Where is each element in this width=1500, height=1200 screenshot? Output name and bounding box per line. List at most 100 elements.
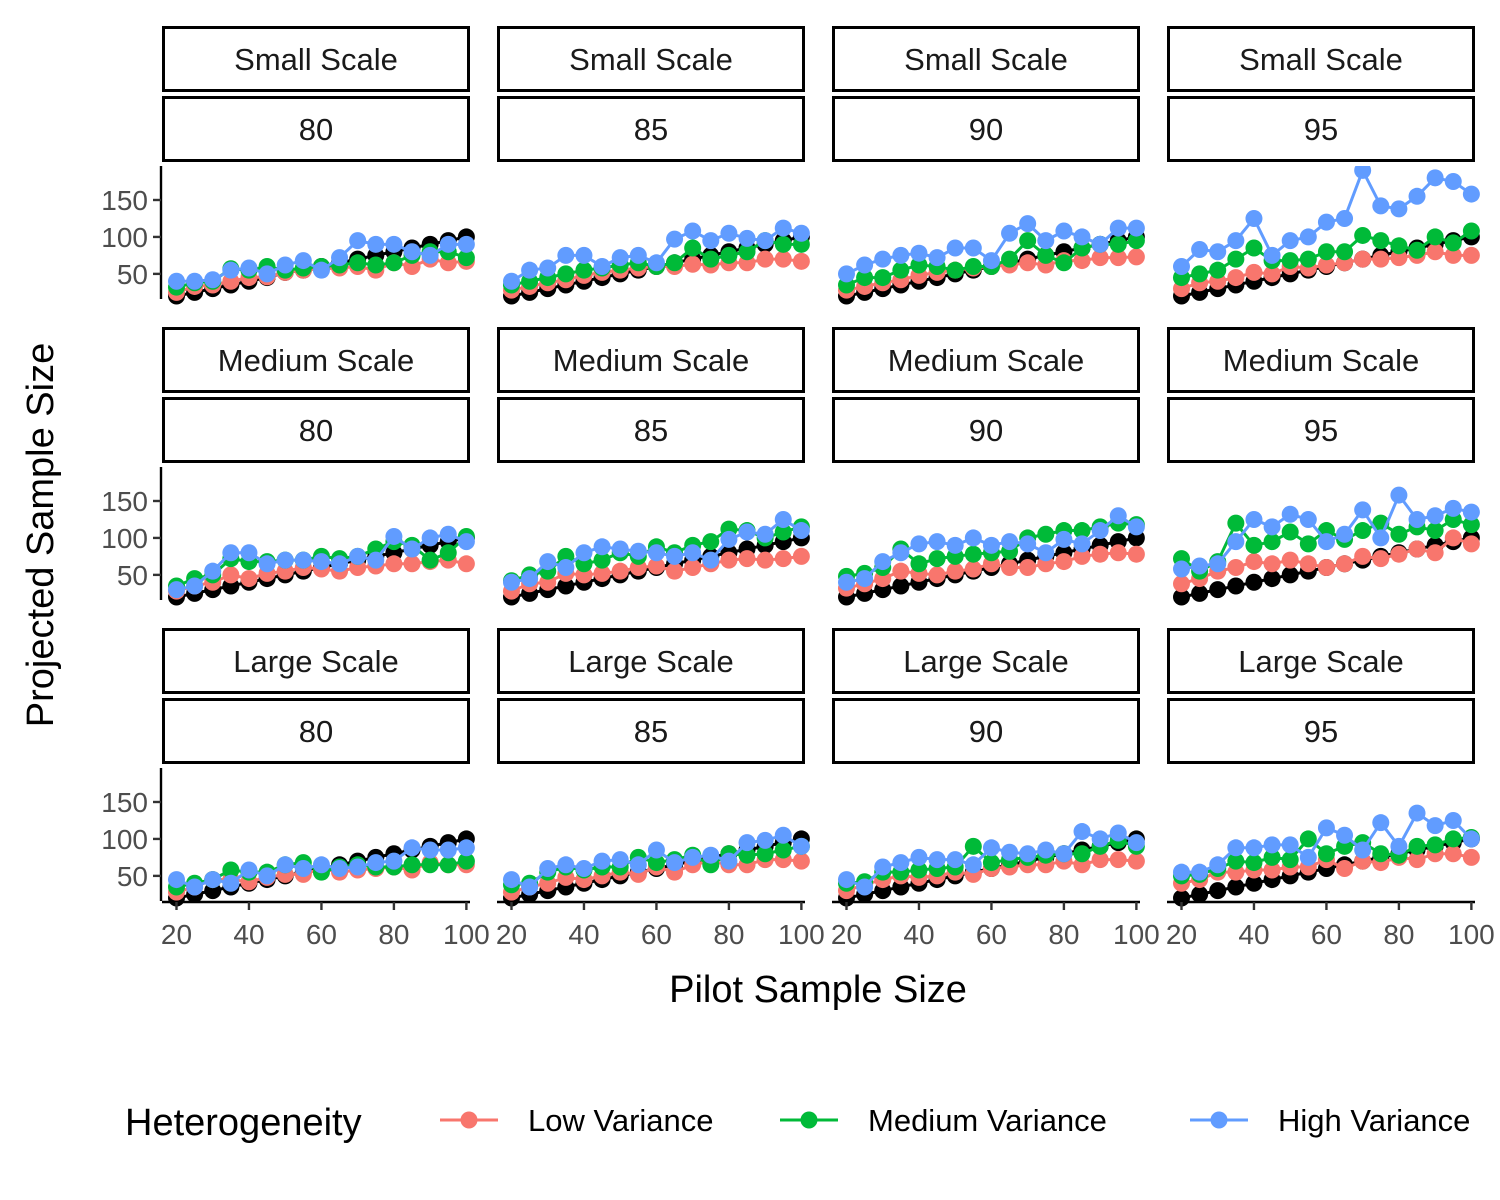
series-point (1444, 830, 1462, 848)
y-tick-label: 100 (101, 824, 148, 855)
series-point (1462, 222, 1480, 240)
series-point (666, 547, 684, 565)
series-point (1354, 226, 1372, 244)
panel: Medium Scale 95 (1167, 327, 1480, 606)
strip-col-box (497, 96, 805, 162)
y-tick-label: 150 (101, 787, 148, 818)
series-point (1191, 265, 1209, 283)
series-point (1408, 510, 1426, 528)
series-point (928, 550, 946, 568)
series-point (457, 852, 475, 870)
series-point (1245, 553, 1263, 571)
strip-col-label: 80 (299, 112, 333, 147)
series-point (1281, 851, 1299, 869)
series-point (1263, 555, 1281, 573)
strip-row-label: Small Scale (904, 42, 1068, 77)
series-point (964, 856, 982, 874)
series-point (1019, 215, 1037, 233)
series-point (575, 544, 593, 562)
series-point (222, 874, 240, 892)
series-point (1091, 545, 1109, 563)
plot-area (837, 507, 1145, 606)
strip-row-label: Small Scale (1239, 42, 1403, 77)
reference-point (1227, 577, 1245, 595)
series-point (647, 544, 665, 562)
series-point (421, 856, 439, 874)
series-point (222, 544, 240, 562)
strip-row-box (162, 628, 470, 694)
series-point (1037, 525, 1055, 543)
series-point (593, 551, 611, 569)
series-point (720, 551, 738, 569)
series-point (1444, 173, 1462, 191)
series-point (684, 255, 702, 273)
series-point (756, 551, 774, 569)
series-point (1227, 514, 1245, 532)
series-point (204, 871, 222, 889)
series-point (1426, 169, 1444, 187)
series-point (1245, 209, 1263, 227)
series-point (964, 257, 982, 275)
series-point (1172, 575, 1190, 593)
series-point (1299, 555, 1317, 573)
series-point (502, 573, 520, 591)
series-point (666, 230, 684, 248)
series-point (186, 577, 204, 595)
series-point (557, 246, 575, 264)
series-point (629, 856, 647, 874)
panel: Small Scale 90 (832, 26, 1145, 305)
series-point (1127, 518, 1145, 536)
series-point (792, 852, 810, 870)
series-point (258, 555, 276, 573)
series-point (349, 254, 367, 272)
series-point (910, 861, 928, 879)
series-point (240, 259, 258, 277)
strip-col-box (497, 397, 805, 463)
series-point (204, 271, 222, 289)
plot-area (502, 219, 810, 305)
series-point (892, 854, 910, 872)
legend-point (1210, 1111, 1228, 1129)
series-point (349, 858, 367, 876)
series-point (240, 861, 258, 879)
series-point (1462, 848, 1480, 866)
series-point (928, 566, 946, 584)
series-point (457, 235, 475, 253)
x-tick-label: 100 (1113, 919, 1160, 950)
series-point (1426, 522, 1444, 540)
series-point (204, 562, 222, 580)
series-point (367, 854, 385, 872)
reference-point (1191, 885, 1209, 903)
series-point (1073, 252, 1091, 270)
strip-col-box (1167, 397, 1475, 463)
series-point (575, 261, 593, 279)
series-point (1227, 852, 1245, 870)
series-point (457, 533, 475, 551)
series-point (910, 244, 928, 262)
plot-area (837, 215, 1145, 305)
series-point (1019, 254, 1037, 272)
series-point (1336, 525, 1354, 543)
series-point (647, 841, 665, 859)
series-point (946, 562, 964, 580)
series-point (385, 254, 403, 272)
strip-row-label: Small Scale (234, 42, 398, 77)
series-point (611, 851, 629, 869)
series-point (1227, 269, 1245, 287)
series-point (557, 856, 575, 874)
series-point (439, 525, 457, 543)
reference-point (892, 577, 910, 595)
series-point (738, 523, 756, 541)
series-point (575, 859, 593, 877)
series-point (1281, 523, 1299, 541)
series-point (702, 846, 720, 864)
x-tick-label: 40 (903, 919, 934, 950)
series-point (982, 854, 1000, 872)
strip-col-box (1167, 96, 1475, 162)
reference-point (1209, 882, 1227, 900)
series-point (611, 562, 629, 580)
series-point (1426, 544, 1444, 562)
series-point (1109, 824, 1127, 842)
series-point (738, 846, 756, 864)
series-point (539, 259, 557, 277)
